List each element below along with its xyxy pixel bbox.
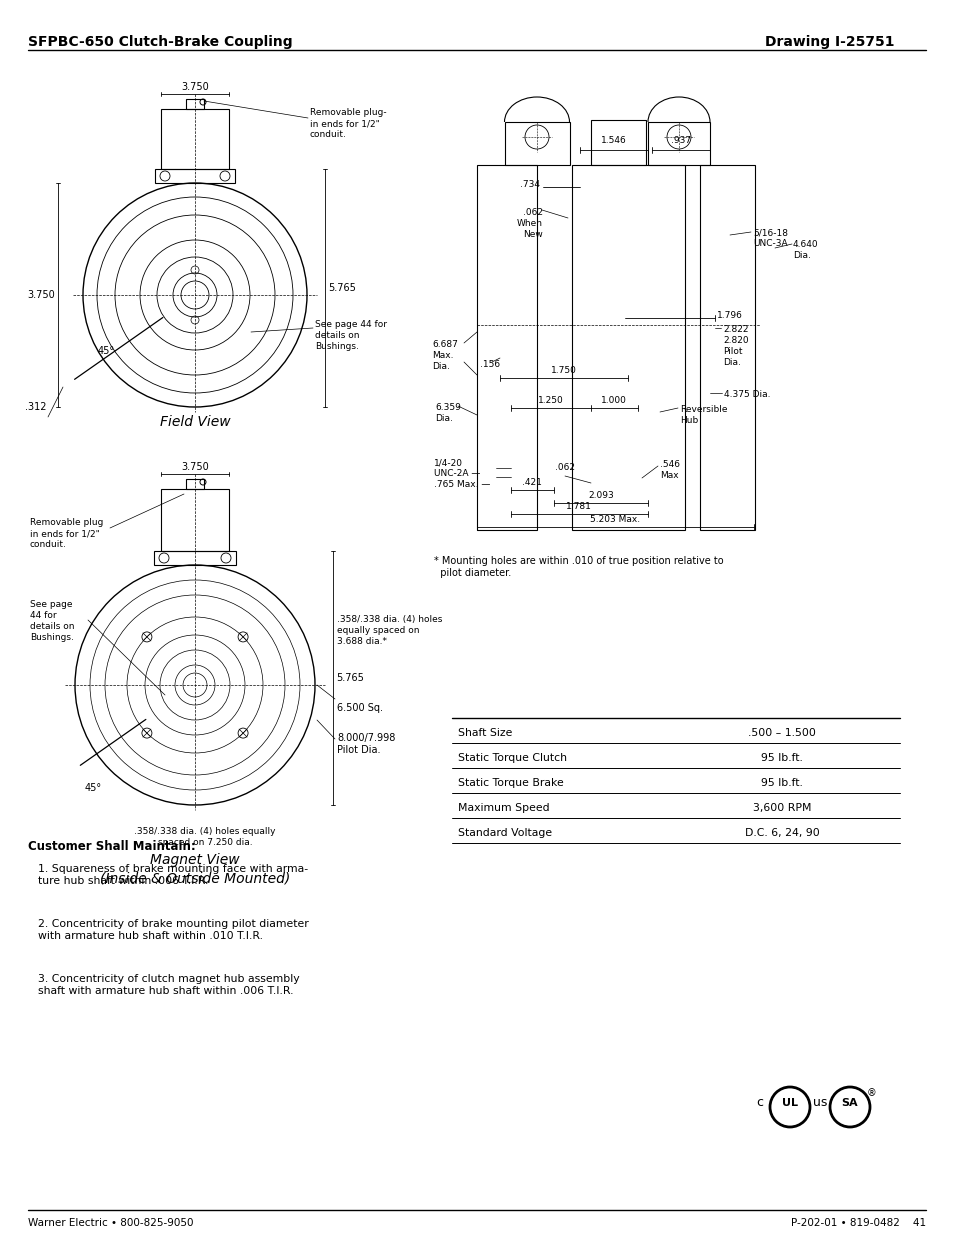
Text: Static Torque Clutch: Static Torque Clutch [457,753,566,763]
Text: See page
44 for
details on
Bushings.: See page 44 for details on Bushings. [30,600,74,642]
Text: .937: .937 [670,136,690,144]
Text: 5/16-18
UNC-3A: 5/16-18 UNC-3A [752,228,787,248]
Text: 8.000/7.998
Pilot Dia.: 8.000/7.998 Pilot Dia. [336,734,395,756]
Text: 3.750: 3.750 [28,290,55,300]
Bar [590,120,645,165]
Bar [161,109,229,169]
Text: 1/4-20
UNC-2A —
.765 Max. —: 1/4-20 UNC-2A — .765 Max. — [434,458,490,489]
Text: Shaft Size: Shaft Size [457,727,512,739]
Text: 1.250: 1.250 [537,396,563,405]
Text: 5.765: 5.765 [335,673,363,683]
Text: 3,600 RPM: 3,600 RPM [752,803,810,813]
Bar [186,479,204,489]
Text: Reversible
Hub: Reversible Hub [679,405,727,425]
Text: 4.375 Dia.: 4.375 Dia. [723,390,770,399]
Text: 5.765: 5.765 [328,283,355,293]
Text: Maximum Speed: Maximum Speed [457,803,549,813]
Text: 95 lb.ft.: 95 lb.ft. [760,778,802,788]
Text: 5.203 Max.: 5.203 Max. [589,515,639,524]
Text: .358/.338 dia. (4) holes
equally spaced on
3.688 dia.*: .358/.338 dia. (4) holes equally spaced … [336,615,442,646]
Text: c: c [756,1097,762,1109]
Bar [161,489,229,551]
Text: 6.359
Dia.: 6.359 Dia. [435,403,460,424]
Text: 6.500 Sq.: 6.500 Sq. [336,703,382,713]
Text: .062: .062 [555,463,575,472]
Bar [572,165,684,530]
Text: D.C. 6, 24, 90: D.C. 6, 24, 90 [744,827,819,839]
Text: 3.750: 3.750 [181,462,209,472]
Text: ®: ® [866,1088,876,1098]
Text: 3. Concentricity of clutch magnet hub assembly
shaft with armature hub shaft wit: 3. Concentricity of clutch magnet hub as… [38,974,299,997]
Text: Removable plug
in ends for 1/2"
conduit.: Removable plug in ends for 1/2" conduit. [30,517,103,550]
Text: .500 – 1.500: .500 – 1.500 [747,727,815,739]
Text: .734: .734 [519,179,539,189]
Text: 2.822
2.820
Pilot
Dia.: 2.822 2.820 Pilot Dia. [722,325,748,367]
Text: 3.750: 3.750 [181,82,209,91]
Text: 95 lb.ft.: 95 lb.ft. [760,753,802,763]
Text: 1.796: 1.796 [717,310,742,320]
Text: * Mounting holes are within .010 of true position relative to
  pilot diameter.: * Mounting holes are within .010 of true… [434,556,723,578]
Text: .312: .312 [25,403,47,412]
Text: 2. Concentricity of brake mounting pilot diameter
with armature hub shaft within: 2. Concentricity of brake mounting pilot… [38,919,309,941]
Text: 4.640
Dia.: 4.640 Dia. [792,240,818,261]
Text: 6.687
Max.
Dia.: 6.687 Max. Dia. [432,340,457,372]
Text: UL: UL [781,1098,797,1108]
Text: us: us [812,1097,826,1109]
Text: .156: .156 [479,359,499,369]
Text: .546
Max: .546 Max [659,459,679,480]
Bar [186,99,204,109]
Bar [647,122,709,165]
Text: Static Torque Brake: Static Torque Brake [457,778,563,788]
Text: 1.781: 1.781 [565,501,591,511]
Text: 45°: 45° [85,783,102,793]
Bar [504,122,569,165]
Text: 2.093: 2.093 [587,492,613,500]
Bar [154,169,234,183]
Text: Standard Voltage: Standard Voltage [457,827,552,839]
Text: (Inside & Outside Mounted): (Inside & Outside Mounted) [100,871,290,885]
Text: .062
When
New: .062 When New [517,207,542,240]
Text: Field View: Field View [159,415,230,429]
Text: SFPBC-650 Clutch-Brake Coupling: SFPBC-650 Clutch-Brake Coupling [28,35,293,49]
Text: See page 44 for
details on
Bushings.: See page 44 for details on Bushings. [314,320,387,351]
Text: Customer Shall Maintain:: Customer Shall Maintain: [28,840,195,853]
Bar [700,165,754,530]
Text: 1.750: 1.750 [551,366,577,375]
Text: Drawing I-25751: Drawing I-25751 [764,35,894,49]
Bar [476,165,537,530]
Text: Warner Electric • 800-825-9050: Warner Electric • 800-825-9050 [28,1218,193,1228]
Text: .358/.338 dia. (4) holes equally
spaced on 7.250 dia.: .358/.338 dia. (4) holes equally spaced … [134,827,275,847]
Text: SA: SA [841,1098,858,1108]
Text: 1. Squareness of brake mounting face with arma-
ture hub shaft within .006 T.I.R: 1. Squareness of brake mounting face wit… [38,864,308,887]
Text: 1.000: 1.000 [600,396,626,405]
Text: 1.546: 1.546 [600,136,626,144]
Text: .421: .421 [521,478,541,487]
Bar [153,551,235,564]
Text: 45°: 45° [98,346,115,356]
Text: Magnet View: Magnet View [150,853,239,867]
Text: P-202-01 • 819-0482    41: P-202-01 • 819-0482 41 [790,1218,925,1228]
Text: Removable plug-
in ends for 1/2"
conduit.: Removable plug- in ends for 1/2" conduit… [310,107,386,140]
